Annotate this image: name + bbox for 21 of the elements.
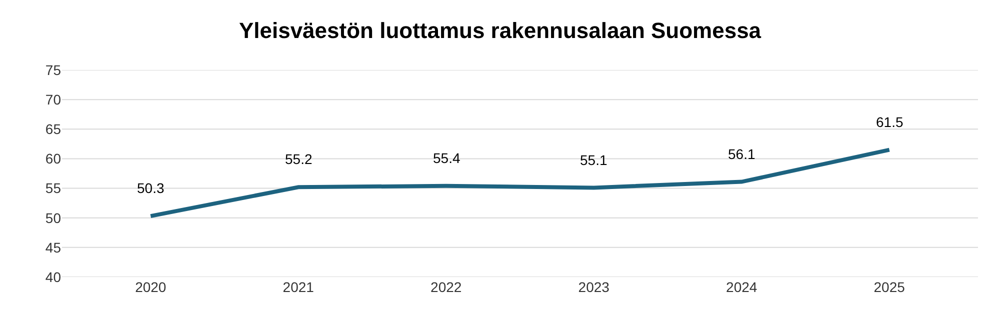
x-tick-label: 2020 — [135, 279, 166, 295]
chart-title: Yleisväestön luottamus rakennusalaan Suomessa — [238, 18, 762, 43]
x-tick-label: 2025 — [874, 279, 906, 295]
data-label: 56.1 — [728, 146, 756, 162]
data-label: 61.5 — [876, 114, 904, 130]
y-tick-label: 40 — [45, 268, 62, 285]
y-tick-label: 50 — [45, 210, 62, 226]
y-tick-label: 70 — [45, 91, 62, 108]
x-tick-label: 2023 — [578, 279, 610, 295]
y-tick-label: 45 — [45, 239, 62, 256]
y-tick-label: 75 — [45, 62, 62, 78]
y-tick-label: 60 — [45, 150, 62, 167]
x-tick-label: 2021 — [282, 279, 314, 295]
x-tick-label: 2024 — [726, 279, 758, 295]
x-tick-label: 2022 — [430, 279, 462, 295]
y-tick-label: 65 — [45, 121, 62, 138]
data-label: 55.1 — [580, 152, 608, 168]
data-label: 55.4 — [433, 150, 460, 166]
data-label: 50.3 — [137, 180, 164, 196]
y-tick-label: 55 — [45, 180, 62, 196]
data-label: 55.2 — [285, 151, 312, 167]
